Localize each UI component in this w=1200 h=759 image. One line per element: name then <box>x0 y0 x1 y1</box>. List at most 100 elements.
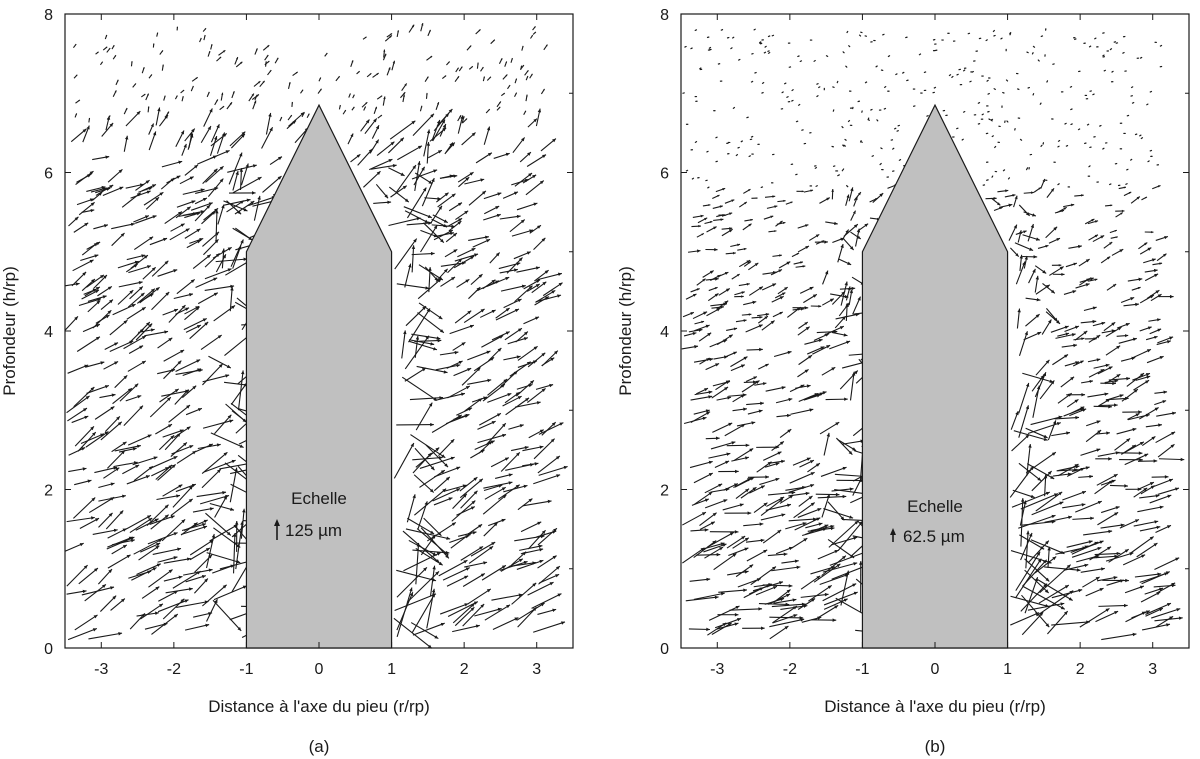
vector-arrow <box>734 291 745 296</box>
vector-arrow <box>1044 566 1081 572</box>
vector-arrow <box>731 456 750 462</box>
vector-arrow <box>176 450 197 464</box>
vector-arrow <box>521 45 524 51</box>
vector-arrow <box>699 521 716 530</box>
vector-arrow <box>1084 94 1088 97</box>
vector-arrow <box>1037 244 1049 249</box>
vector-arrow <box>163 557 191 564</box>
vector-arrow <box>384 34 393 42</box>
vector-arrow <box>231 91 235 99</box>
vector-arrow <box>73 222 89 233</box>
vector-arrow <box>693 409 710 415</box>
vector-arrow <box>404 367 427 382</box>
vector-arrow <box>522 445 544 452</box>
vector-arrow <box>1131 101 1135 104</box>
vector-arrow <box>405 528 451 540</box>
vector-arrow <box>767 51 771 55</box>
vector-arrow <box>791 99 794 102</box>
vector-arrow <box>350 60 354 67</box>
vector-arrow <box>324 52 328 57</box>
vector-arrow <box>718 214 727 217</box>
vector-arrow <box>848 289 854 306</box>
vector-arrow <box>991 175 994 178</box>
vector-arrow <box>507 337 528 345</box>
vector-arrow <box>360 119 370 132</box>
vector-arrow <box>836 80 839 84</box>
vector-arrow <box>715 160 718 163</box>
vector-arrow <box>721 212 733 217</box>
vector-arrow <box>1087 220 1099 225</box>
vector-arrow <box>1051 588 1083 599</box>
vector-arrow <box>955 127 959 130</box>
vector-arrow <box>462 603 485 627</box>
vector-arrow <box>490 457 510 468</box>
vector-arrow <box>693 592 725 600</box>
vector-arrow <box>448 202 463 212</box>
vector-arrow <box>748 262 759 271</box>
vector-arrow <box>861 110 863 113</box>
vector-arrow <box>156 494 181 501</box>
vector-arrow <box>201 468 222 489</box>
vector-arrow <box>793 502 816 519</box>
vector-arrow <box>411 245 416 273</box>
x-tick-label: 3 <box>1148 661 1157 678</box>
vector-arrow <box>213 585 247 601</box>
vector-arrow <box>418 302 443 320</box>
vector-arrow <box>685 293 697 300</box>
vector-arrow <box>731 36 735 39</box>
vector-arrow <box>195 443 214 453</box>
vector-arrow <box>802 527 827 536</box>
vector-arrow <box>1046 307 1058 322</box>
vector-arrow <box>184 306 200 321</box>
vector-arrow <box>1140 591 1161 603</box>
vector-arrow <box>841 168 845 172</box>
vector-arrow <box>852 296 861 315</box>
vector-arrow <box>123 335 147 350</box>
vector-arrow <box>420 534 436 556</box>
vector-arrow <box>783 82 787 85</box>
vector-arrow <box>1118 186 1127 190</box>
vector-arrow <box>761 81 765 85</box>
vector-arrow <box>98 494 126 502</box>
vector-arrow <box>912 88 916 90</box>
vector-arrow <box>821 298 835 306</box>
vector-arrow <box>161 160 183 168</box>
vector-arrow <box>799 286 814 294</box>
vector-arrow <box>1018 514 1056 529</box>
vector-arrow <box>162 429 184 438</box>
vector-arrow <box>1123 302 1139 307</box>
vector-arrow <box>734 295 744 298</box>
vector-arrow <box>987 110 990 113</box>
vector-arrow <box>363 106 367 111</box>
vector-arrow <box>796 190 804 193</box>
vector-arrow <box>181 385 197 399</box>
vector-arrow <box>767 50 770 53</box>
vector-arrow <box>705 362 720 371</box>
vector-arrow <box>1080 567 1105 573</box>
vector-arrow <box>104 415 121 433</box>
vector-arrow <box>1108 548 1129 563</box>
vector-arrow <box>985 39 988 42</box>
vector-arrow <box>1007 177 1011 180</box>
vector-arrow <box>713 553 737 571</box>
x-axis-label: Distance à l'axe du pieu (r/rp) <box>208 697 430 716</box>
vector-arrow <box>317 88 322 94</box>
x-tick-label: 2 <box>460 661 469 678</box>
vector-arrow <box>797 103 801 106</box>
vector-arrow <box>707 531 735 548</box>
vector-arrow <box>691 177 695 180</box>
vector-arrow <box>435 268 449 282</box>
vector-arrow <box>347 133 354 145</box>
vector-arrow <box>157 464 176 481</box>
vector-arrow <box>838 302 850 317</box>
vector-arrow <box>123 135 129 152</box>
vector-arrow <box>1123 132 1126 135</box>
vector-arrow <box>756 461 772 473</box>
vector-arrow <box>107 528 127 539</box>
vector-arrow <box>860 31 863 34</box>
vector-arrow <box>454 75 460 83</box>
vector-arrow <box>986 105 989 107</box>
vector-arrow <box>771 182 774 184</box>
vector-arrow <box>746 549 768 562</box>
